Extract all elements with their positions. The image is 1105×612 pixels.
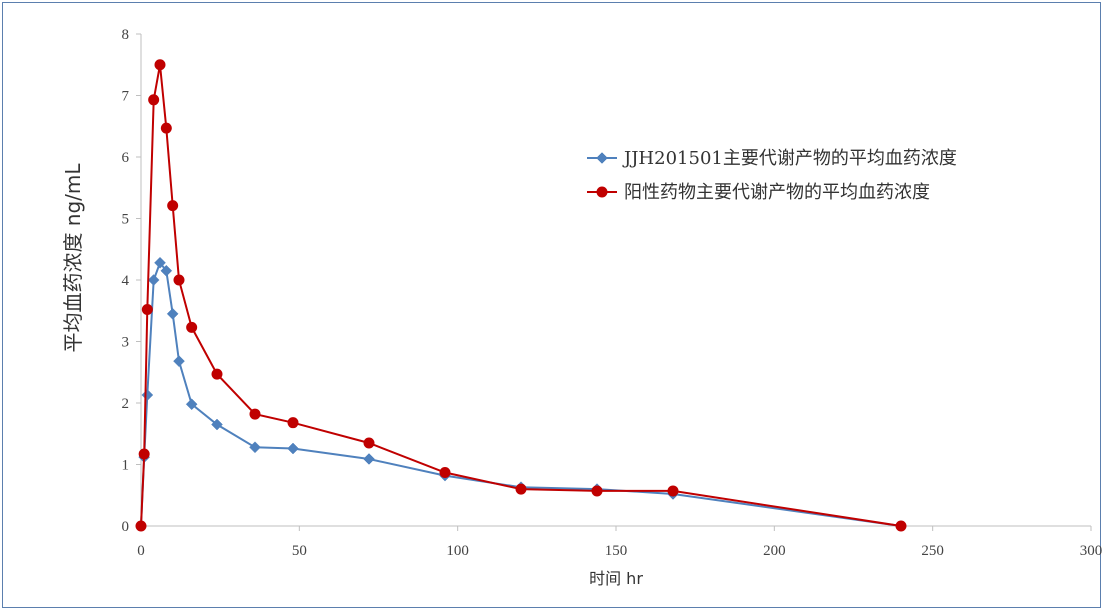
legend-marker <box>596 152 608 164</box>
y-axis-label: 平均血药浓度 ng/mL <box>61 163 85 353</box>
data-point <box>363 453 375 465</box>
x-tick-label: 200 <box>763 543 786 559</box>
y-tick-label: 2 <box>122 396 130 412</box>
data-point <box>211 418 223 431</box>
data-point <box>287 417 299 429</box>
y-tick-label: 8 <box>122 27 130 43</box>
axes: 0 1 2 3 4 5 6 7 8 0 50 100 150 200 250 300 <box>122 27 1103 559</box>
data-point <box>154 59 166 71</box>
x-tick-label: 300 <box>1080 543 1103 559</box>
y-tick-label: 1 <box>122 458 130 474</box>
x-tick-label: 150 <box>605 543 628 559</box>
data-point <box>135 520 147 532</box>
data-point <box>147 274 160 286</box>
data-point <box>160 122 172 134</box>
data-point <box>185 398 198 411</box>
data-point <box>439 466 451 478</box>
y-tick-label: 3 <box>122 335 130 351</box>
y-tick-label: 7 <box>122 89 130 105</box>
data-point <box>160 264 173 277</box>
y-tick-label: 6 <box>122 150 130 166</box>
data-point <box>148 94 160 106</box>
data-point <box>166 307 179 320</box>
data-point <box>515 483 527 495</box>
data-point <box>173 274 185 286</box>
legend-marker <box>596 186 608 198</box>
series-line <box>140 64 902 527</box>
x-tick-label: 250 <box>921 543 944 559</box>
y-tick-label: 5 <box>122 212 130 228</box>
data-point <box>287 442 299 455</box>
data-point <box>186 321 198 333</box>
y-tick-label: 0 <box>122 519 130 535</box>
x-tick-label: 0 <box>137 543 145 559</box>
data-point <box>249 441 261 454</box>
data-point <box>895 520 907 532</box>
series-2 <box>135 59 907 532</box>
data-point <box>667 485 679 497</box>
series-layer <box>135 59 907 532</box>
data-point <box>154 256 166 269</box>
legend-entry-1: JJH201501主要代谢产物的平均血药浓度 <box>587 148 957 169</box>
legend-entry-2: 阳性药物主要代谢产物的平均血药浓度 <box>587 182 930 203</box>
data-point <box>141 389 154 401</box>
legend-label: JJH201501主要代谢产物的平均血药浓度 <box>622 148 957 169</box>
data-point <box>363 437 375 449</box>
data-point <box>173 355 185 368</box>
data-point <box>249 408 261 420</box>
data-point <box>167 200 179 212</box>
x-tick-label: 50 <box>292 543 307 559</box>
y-tick-label: 4 <box>122 273 130 289</box>
data-point <box>591 485 603 497</box>
series-line <box>140 260 902 527</box>
legend-label: 阳性药物主要代谢产物的平均血药浓度 <box>624 182 930 203</box>
data-point <box>211 368 223 380</box>
x-tick-label: 100 <box>446 543 469 559</box>
data-point <box>138 448 150 460</box>
data-point <box>141 304 153 316</box>
x-axis-label: 时间 hr <box>589 569 643 588</box>
